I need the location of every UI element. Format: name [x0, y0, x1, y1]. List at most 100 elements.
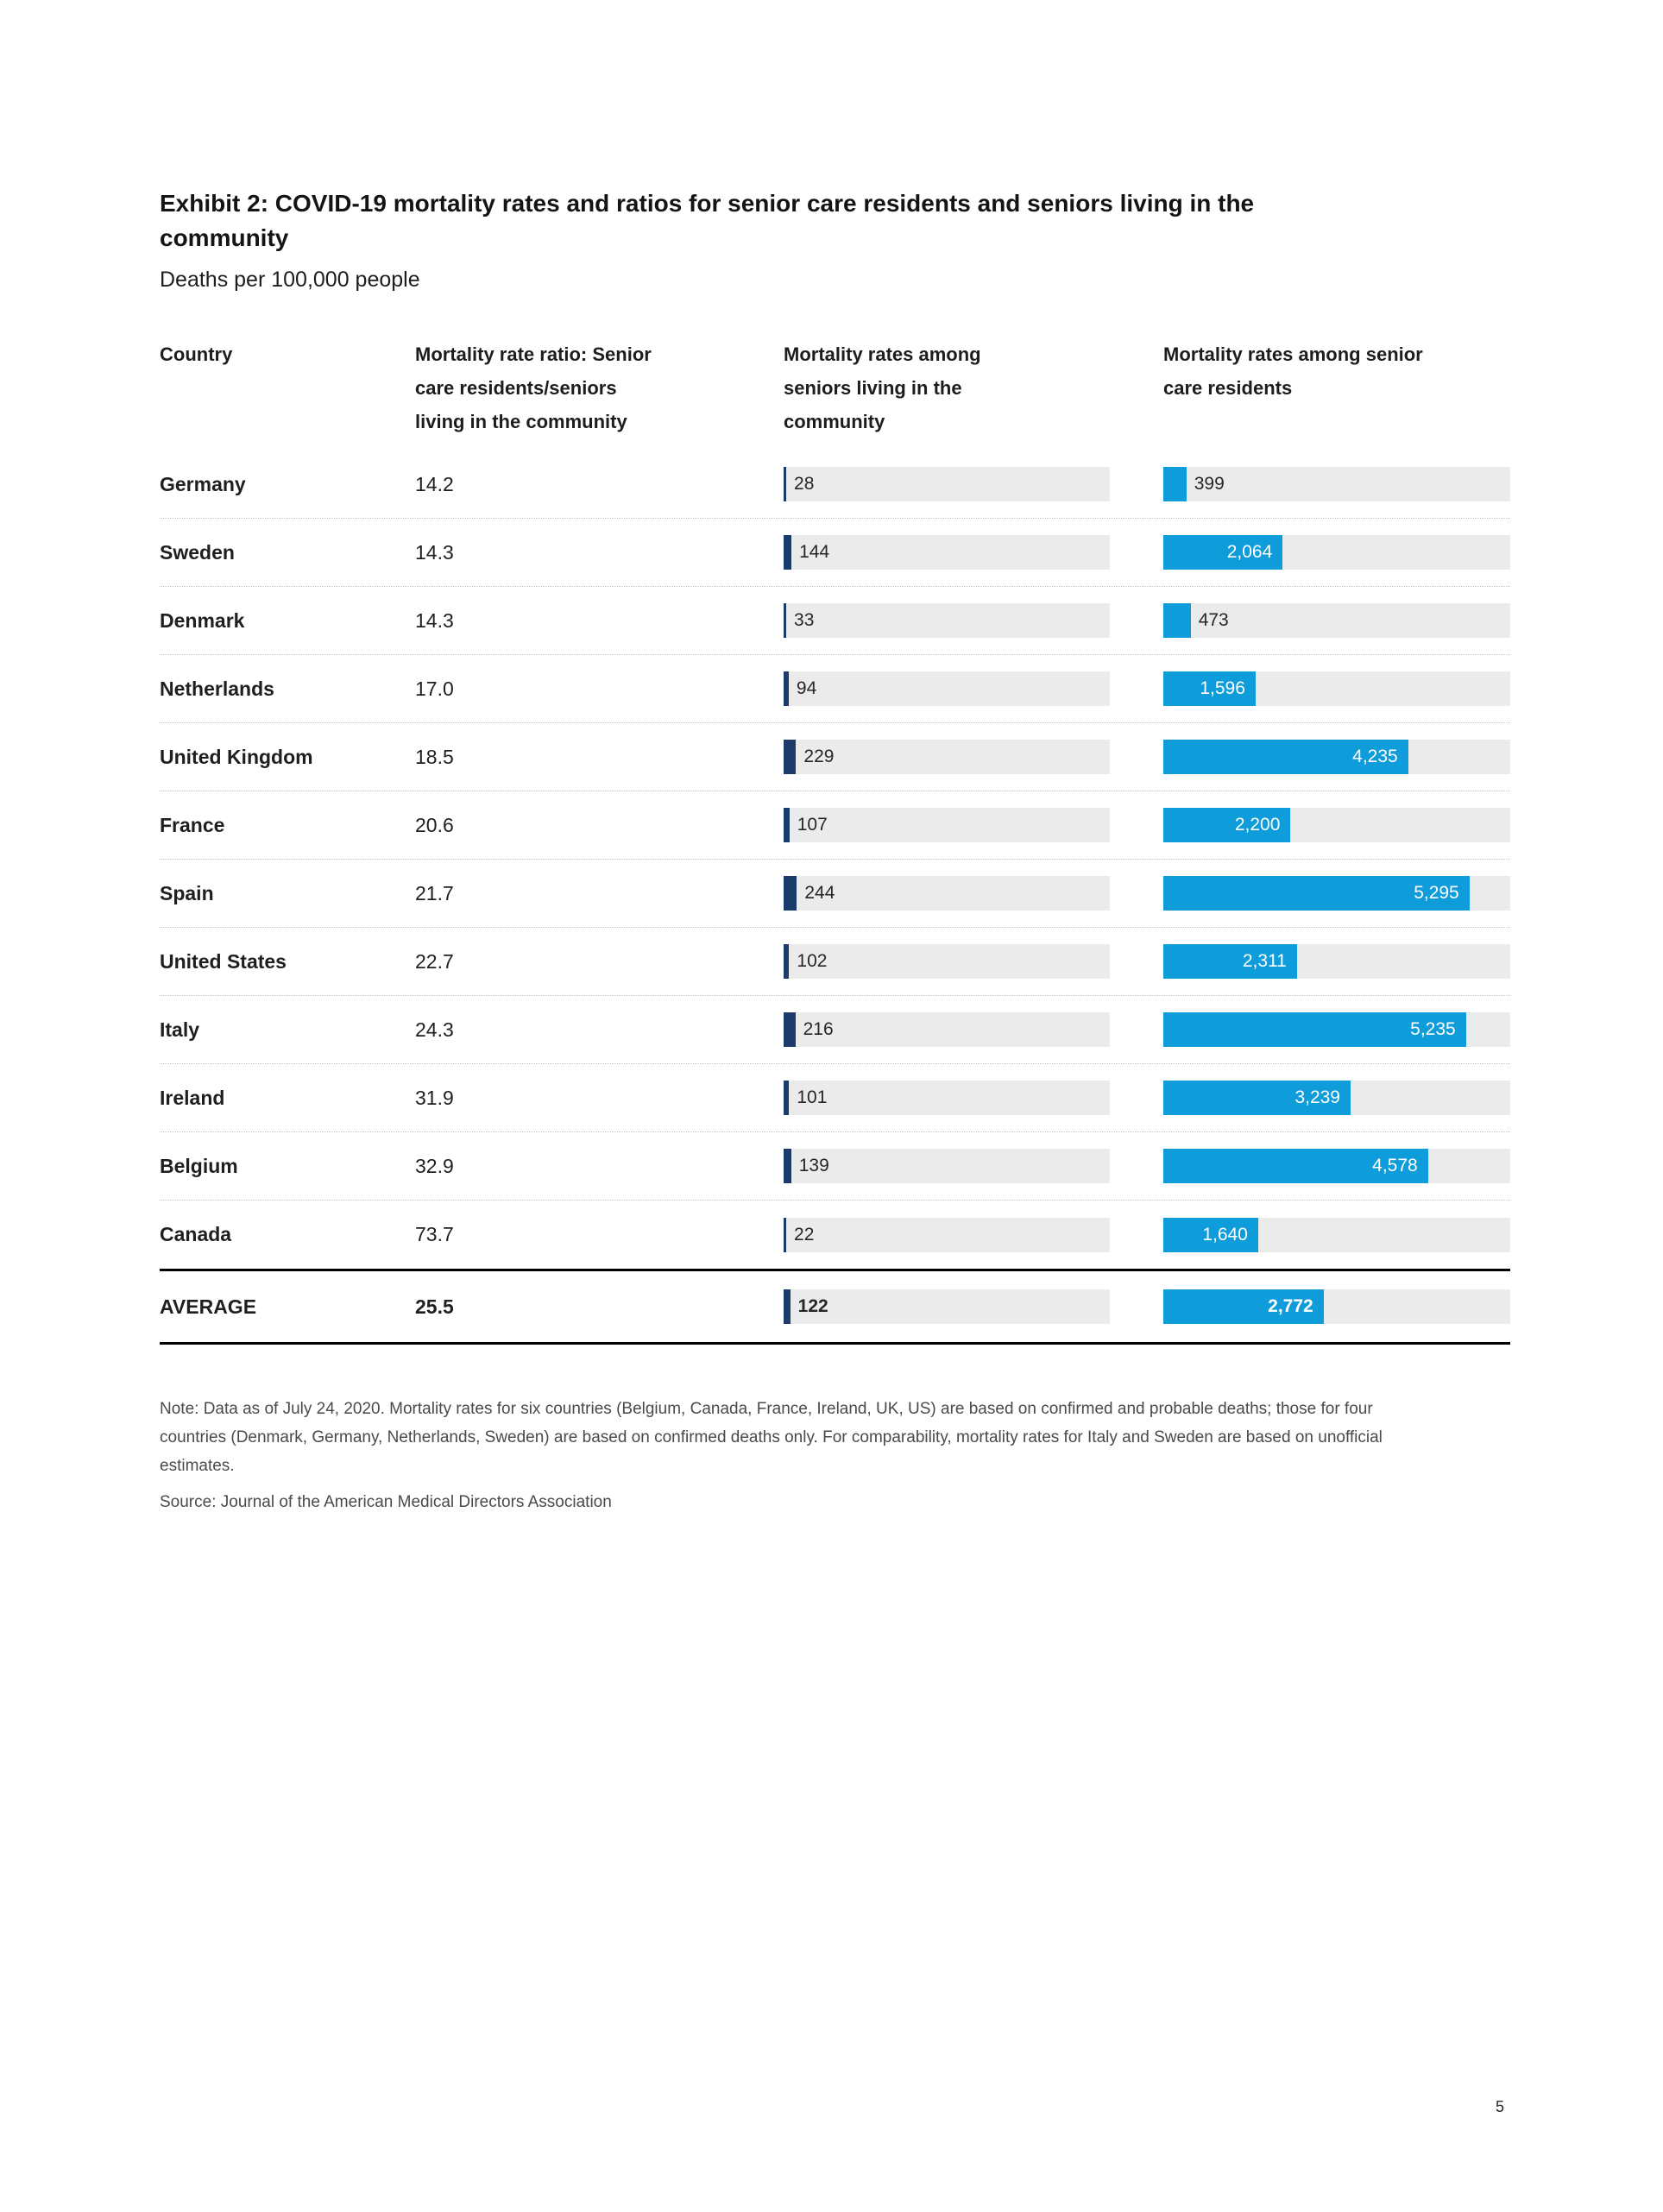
senior-care-rate-value: 5,235 — [1410, 1019, 1456, 1039]
senior-care-rate-bar: 5,235 — [1163, 1012, 1466, 1047]
community-rate-bar — [784, 740, 797, 774]
community-rate-track: 22 — [784, 1217, 1110, 1252]
column-header-ratio: Mortality rate ratio: Senior care reside… — [415, 343, 652, 432]
ratio-value: 14.3 — [415, 540, 454, 564]
country-label: United States — [160, 949, 287, 973]
ratio-value: 24.3 — [415, 1018, 454, 1041]
community-rate-bar — [784, 671, 789, 706]
community-rate-bar — [784, 944, 790, 979]
community-rate-track: 101 — [784, 1081, 1110, 1115]
ratio-value: 21.7 — [415, 881, 454, 904]
community-rate-value: 94 — [796, 678, 817, 698]
table-row: Sweden 14.3 144 2,064 — [160, 519, 1510, 587]
community-rate-value: 122 — [797, 1296, 828, 1316]
column-headers: Country Mortality rate ratio: Senior car… — [160, 337, 1510, 438]
senior-care-rate-bar: 2,200 — [1163, 808, 1291, 842]
senior-care-rate-bar: 2,064 — [1163, 535, 1283, 570]
community-rate-bar — [784, 603, 787, 638]
exhibit-title: Exhibit 2: COVID-19 mortality rates and … — [160, 190, 1255, 251]
community-rate-bar — [784, 1081, 790, 1115]
country-label: Ireland — [160, 1086, 225, 1109]
senior-care-rate-value: 2,064 — [1226, 542, 1273, 562]
community-rate-value: 244 — [804, 883, 835, 903]
senior-care-rate-track: 5,295 — [1163, 876, 1510, 911]
ratio-value: 32.9 — [415, 1154, 454, 1177]
senior-care-rate-track: 1,596 — [1163, 671, 1510, 706]
senior-care-rate-track: 1,640 — [1163, 1217, 1510, 1252]
table-row: Italy 24.3 216 5,235 — [160, 996, 1510, 1064]
country-label: Germany — [160, 472, 246, 495]
country-label: Belgium — [160, 1154, 238, 1177]
table-row: Netherlands 17.0 94 1,596 — [160, 655, 1510, 723]
community-rate-value: 216 — [803, 1019, 834, 1039]
table-row: AVERAGE 25.5 122 2,772 — [160, 1269, 1510, 1345]
community-rate-bar — [784, 1289, 791, 1324]
community-rate-track: 216 — [784, 1012, 1110, 1047]
table-row: Belgium 32.9 139 4,578 — [160, 1132, 1510, 1201]
community-rate-track: 229 — [784, 740, 1110, 774]
community-rate-value: 28 — [794, 474, 815, 494]
community-rate-track: 28 — [784, 467, 1110, 501]
exhibit-chart: Exhibit 2: COVID-19 mortality rates and … — [160, 0, 1510, 1514]
senior-care-rate-track: 2,772 — [1163, 1289, 1510, 1324]
senior-care-rate-bar: 4,578 — [1163, 1149, 1428, 1183]
country-label: Netherlands — [160, 677, 274, 700]
community-rate-value: 107 — [797, 815, 828, 835]
community-rate-bar — [784, 1149, 791, 1183]
footnote: Note: Data as of July 24, 2020. Mortalit… — [160, 1400, 1383, 1475]
senior-care-rate-value: 4,235 — [1352, 747, 1398, 766]
country-label: United Kingdom — [160, 745, 313, 768]
community-rate-track: 244 — [784, 876, 1110, 911]
community-rate-track: 139 — [784, 1149, 1110, 1183]
community-rate-bar — [784, 808, 790, 842]
ratio-value: 25.5 — [415, 1295, 454, 1318]
senior-care-rate-value: 5,295 — [1414, 883, 1459, 903]
community-rate-track: 122 — [784, 1289, 1110, 1324]
senior-care-rate-value: 2,772 — [1268, 1296, 1313, 1316]
senior-care-rate-track: 2,200 — [1163, 808, 1510, 842]
country-label: AVERAGE — [160, 1295, 257, 1318]
community-rate-bar — [784, 1012, 796, 1047]
community-rate-value: 101 — [797, 1087, 828, 1107]
senior-care-rate-track: 399 — [1163, 467, 1510, 501]
column-header-country: Country — [160, 343, 233, 365]
community-rate-value: 33 — [794, 610, 815, 630]
community-rate-track: 102 — [784, 944, 1110, 979]
table-row: United Kingdom 18.5 229 4,235 — [160, 723, 1510, 791]
community-rate-value: 144 — [799, 542, 830, 562]
senior-care-rate-track: 473 — [1163, 603, 1510, 638]
senior-care-rate-value: 399 — [1194, 474, 1225, 494]
column-header-community: Mortality rates among seniors living in … — [784, 343, 981, 432]
country-label: Spain — [160, 881, 214, 904]
community-rate-track: 33 — [784, 603, 1110, 638]
source-line: Source: Journal of the American Medical … — [160, 1493, 612, 1511]
table-row: Germany 14.2 28 399 — [160, 451, 1510, 519]
community-rate-value: 229 — [803, 747, 835, 766]
senior-care-rate-track: 2,064 — [1163, 535, 1510, 570]
senior-care-rate-value: 1,596 — [1200, 678, 1245, 698]
country-label: Canada — [160, 1223, 232, 1245]
senior-care-rate-value: 2,200 — [1234, 815, 1281, 835]
community-rate-value: 102 — [797, 951, 828, 971]
senior-care-rate-bar: 3,239 — [1163, 1081, 1351, 1115]
table-row: Ireland 31.9 101 3,239 — [160, 1064, 1510, 1132]
community-rate-bar — [784, 535, 792, 570]
country-label: Sweden — [160, 540, 235, 564]
senior-care-rate-value: 3,239 — [1294, 1087, 1340, 1107]
country-label: France — [160, 813, 225, 836]
senior-care-rate-value: 2,311 — [1242, 951, 1287, 971]
table-row: Canada 73.7 22 1,640 — [160, 1201, 1510, 1269]
senior-care-rate-track: 4,578 — [1163, 1149, 1510, 1183]
ratio-value: 73.7 — [415, 1223, 454, 1245]
community-rate-bar — [784, 467, 787, 501]
senior-care-rate-bar: 4,235 — [1163, 740, 1408, 774]
table-row: France 20.6 107 2,200 — [160, 791, 1510, 860]
senior-care-rate-value: 4,578 — [1372, 1156, 1418, 1175]
ratio-value: 22.7 — [415, 949, 454, 973]
table-row: Denmark 14.3 33 473 — [160, 587, 1510, 655]
table-row: Spain 21.7 244 5,295 — [160, 860, 1510, 928]
senior-care-rate-track: 4,235 — [1163, 740, 1510, 774]
ratio-value: 14.3 — [415, 608, 454, 632]
senior-care-rate-bar — [1163, 467, 1187, 501]
